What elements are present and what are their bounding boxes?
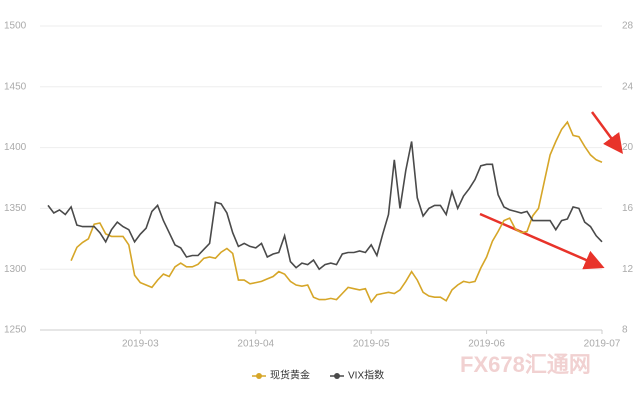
y-tick-label: 1400 xyxy=(4,142,27,153)
series-line xyxy=(70,120,603,304)
y-tick-label: 1450 xyxy=(4,81,27,92)
legend-text: 现货黄金 xyxy=(270,369,310,382)
legend-marker xyxy=(256,373,262,379)
x-tick-label: 2019-06 xyxy=(468,339,505,350)
y2-tick-label: 28 xyxy=(622,21,634,32)
series-line xyxy=(47,141,603,271)
annotation-arrow xyxy=(479,212,605,270)
y-tick-label: 1300 xyxy=(4,264,27,275)
y2-tick-label: 12 xyxy=(622,264,634,275)
y2-tick-label: 20 xyxy=(622,142,634,153)
y2-tick-label: 24 xyxy=(622,81,634,92)
y-tick-label: 1350 xyxy=(4,203,27,214)
annotation-arrow xyxy=(590,111,623,155)
legend-text: VIX指数 xyxy=(348,369,384,382)
x-tick-label: 2019-04 xyxy=(237,339,274,350)
y2-tick-label: 8 xyxy=(622,325,628,336)
x-tick-label: 2019-07 xyxy=(584,339,621,350)
watermark: FX678汇通网 xyxy=(460,352,591,377)
y-tick-label: 1250 xyxy=(4,325,27,336)
legend-marker xyxy=(334,373,340,379)
y2-tick-label: 16 xyxy=(622,203,634,214)
x-tick-label: 2019-03 xyxy=(122,339,159,350)
x-tick-label: 2019-05 xyxy=(353,339,390,350)
y-tick-label: 1500 xyxy=(4,21,27,32)
